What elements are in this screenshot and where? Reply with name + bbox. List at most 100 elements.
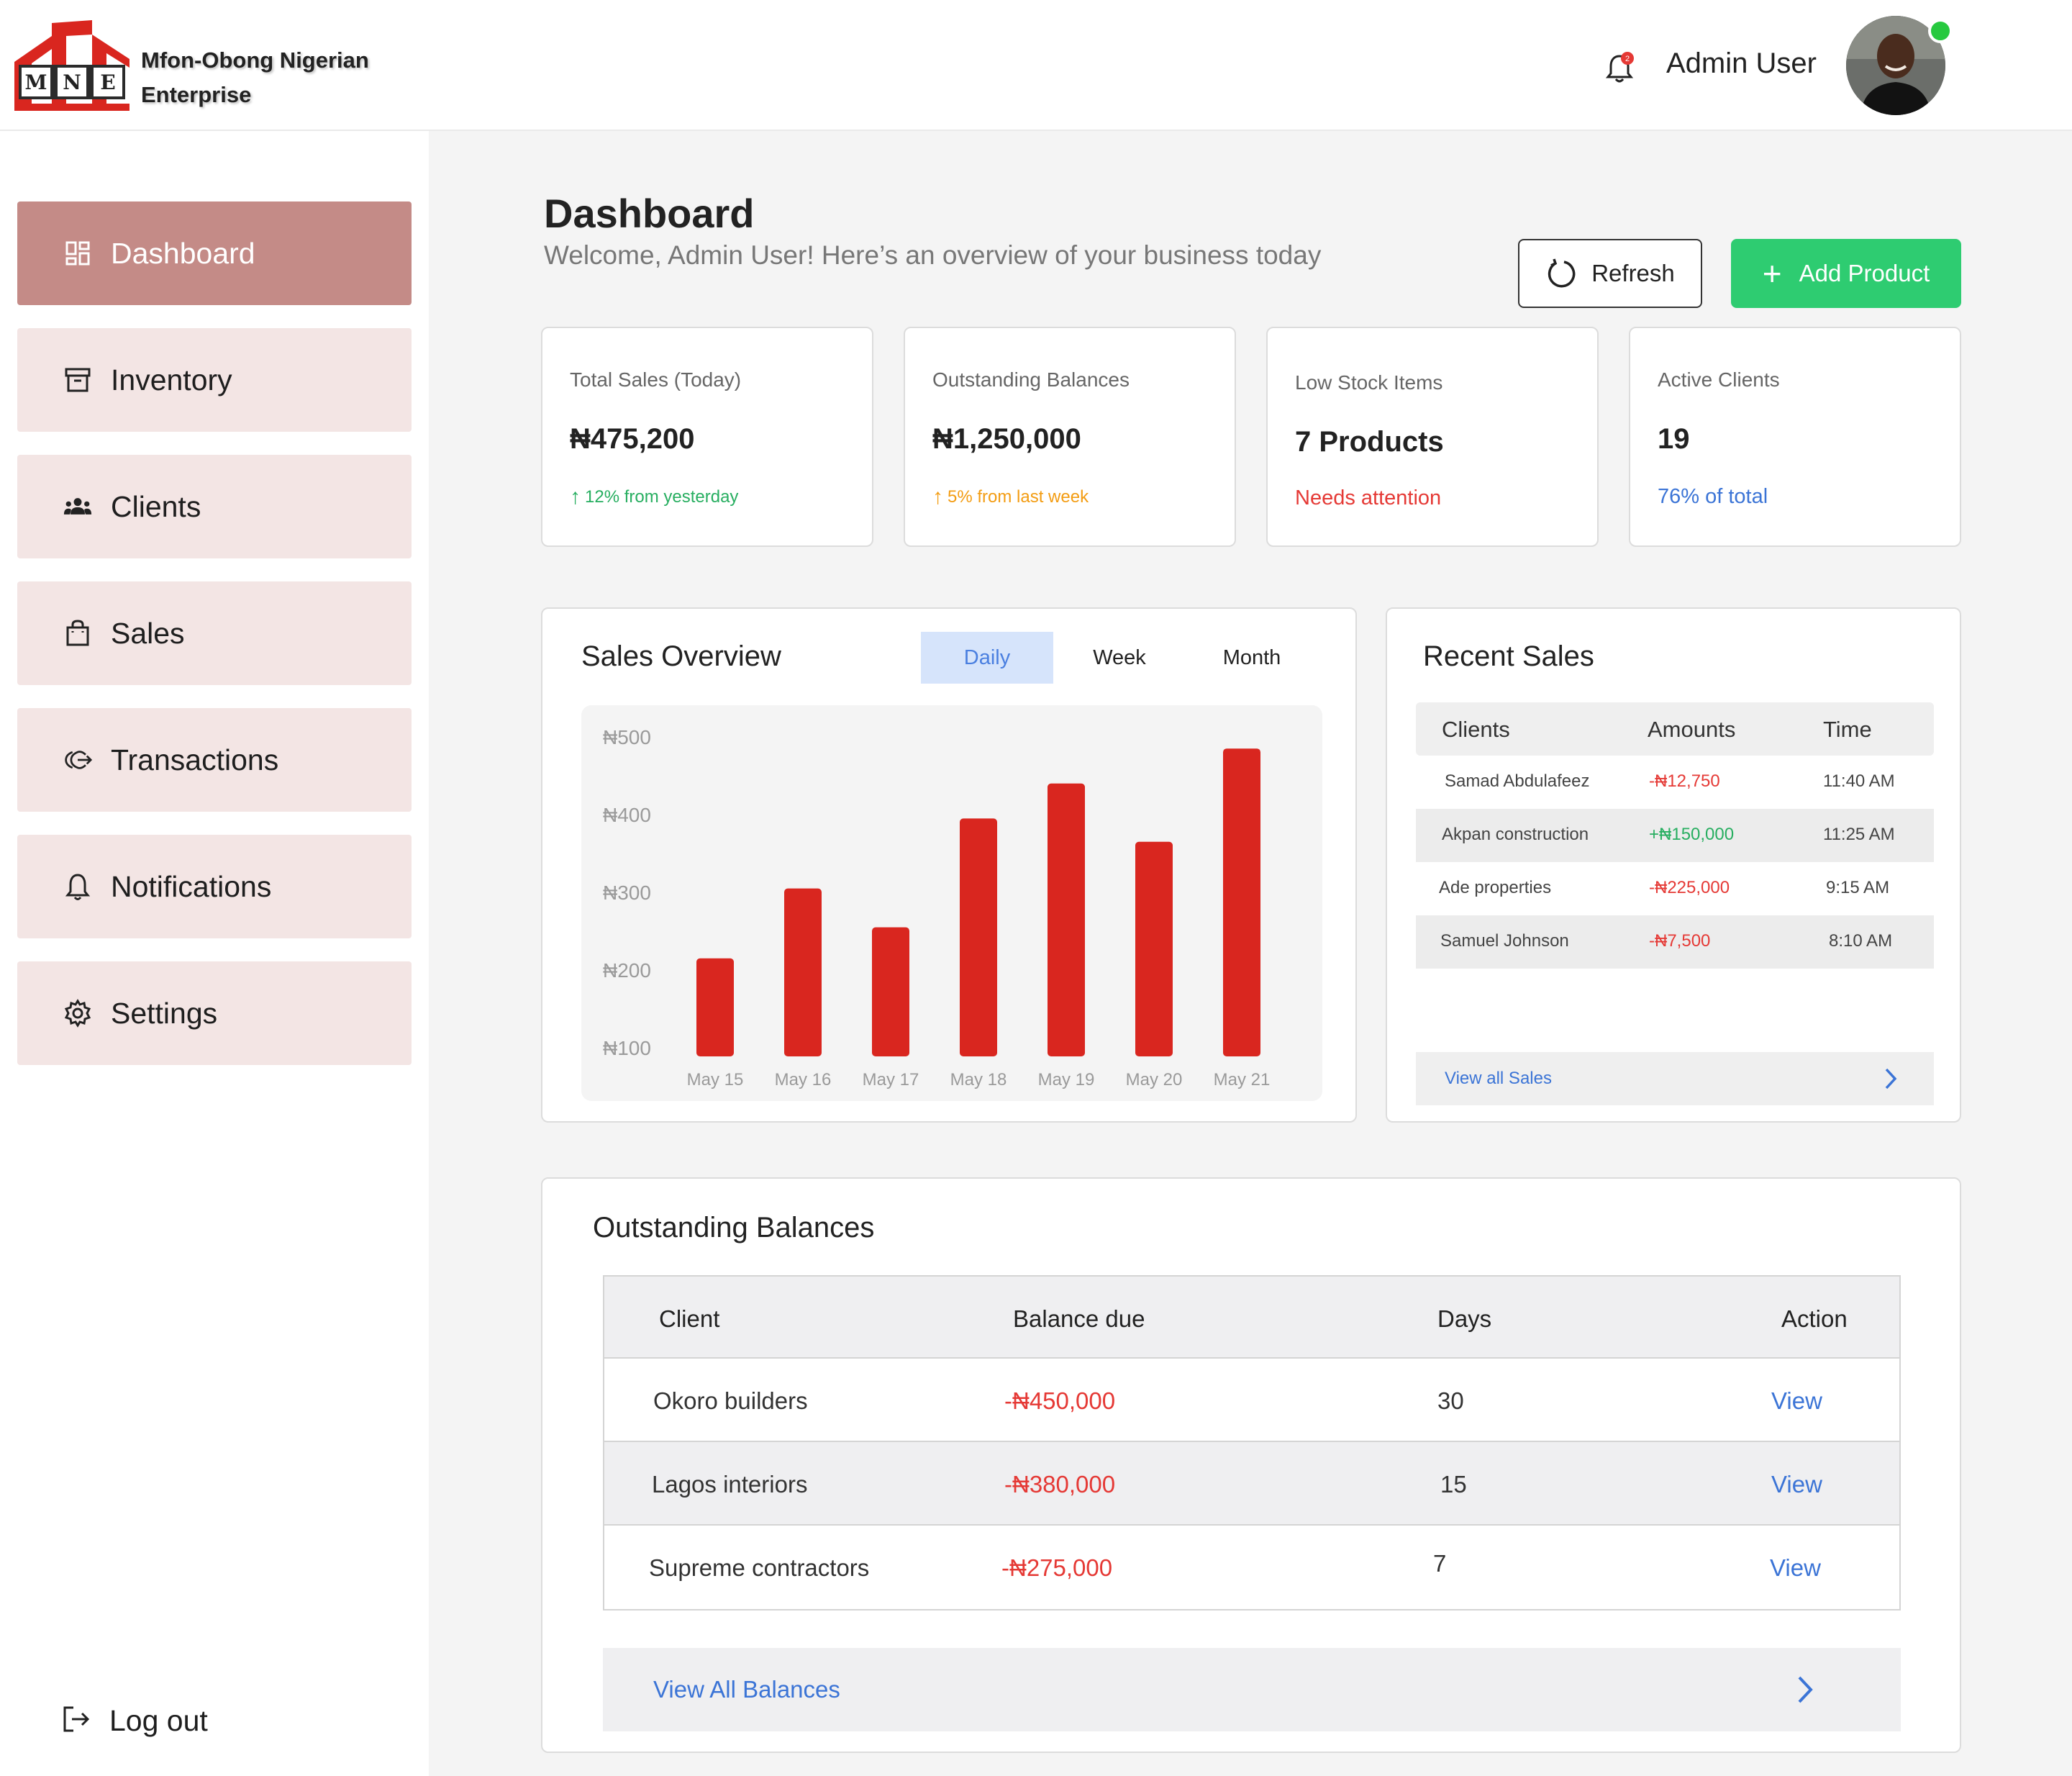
- view-all-balances-label: View All Balances: [653, 1676, 840, 1703]
- add-product-label: Add Product: [1799, 260, 1930, 286]
- stat-note: 76% of total: [1658, 485, 1768, 508]
- outstanding-balances-table: Client Balance due Days Action Okoro bui…: [603, 1275, 1901, 1610]
- sidebar-item-clients[interactable]: Clients: [17, 455, 412, 558]
- brand-name: Mfon-Obong Nigerian Enterprise: [141, 47, 369, 107]
- column-header: Balance due: [1013, 1305, 1145, 1332]
- stat-card-low-stock: Low Stock Items 7 Products Needs attenti…: [1266, 327, 1599, 547]
- stat-value: 7 Products: [1295, 426, 1444, 458]
- stat-label: Outstanding Balances: [932, 368, 1130, 391]
- stat-note: ↑ 5% from last week: [932, 485, 1089, 509]
- refresh-label: Refresh: [1591, 260, 1675, 286]
- table-row[interactable]: Akpan construction +₦150,000 11:25 AM: [1416, 809, 1934, 862]
- sidebar-item-label: Dashboard: [111, 236, 255, 270]
- chart-bar[interactable]: [784, 888, 822, 1056]
- outstanding-balances-title: Outstanding Balances: [593, 1212, 875, 1243]
- view-all-sales-label: View all Sales: [1445, 1069, 1552, 1088]
- stat-label: Total Sales (Today): [570, 368, 742, 391]
- view-all-balances-link[interactable]: View All Balances: [603, 1648, 1901, 1731]
- refresh-button[interactable]: Refresh: [1518, 239, 1702, 308]
- tab-week[interactable]: Week: [1093, 645, 1146, 669]
- sidebar-item-inventory[interactable]: Inventory: [17, 328, 412, 432]
- logout-label: Log out: [109, 1704, 208, 1737]
- view-button[interactable]: View: [1771, 1387, 1822, 1414]
- user-name[interactable]: Admin User: [1666, 47, 1817, 79]
- sale-amount: -₦12,750: [1649, 771, 1720, 791]
- bell-icon: [63, 872, 92, 901]
- arrow-up-icon: ↑: [570, 485, 581, 509]
- table-header: Client Balance due Days Action: [604, 1277, 1899, 1359]
- company-logo: M N E: [14, 20, 130, 111]
- y-tick-label: ₦400: [603, 804, 651, 826]
- refresh-icon: [1545, 258, 1577, 289]
- chart-bar[interactable]: [960, 818, 997, 1056]
- chart-bar[interactable]: [872, 927, 909, 1056]
- y-tick-label: ₦500: [603, 726, 651, 748]
- sidebar-item-label: Sales: [111, 616, 185, 650]
- notification-count-badge: 2: [1625, 55, 1630, 63]
- table-row[interactable]: Samad Abdulafeez -₦12,750 11:40 AM: [1416, 756, 1934, 809]
- x-tick-label: May 15: [687, 1070, 744, 1089]
- online-status-dot: [1928, 19, 1953, 43]
- transaction-icon: [63, 746, 92, 774]
- stat-value: 19: [1658, 423, 1690, 455]
- add-product-button[interactable]: + Add Product: [1731, 239, 1961, 308]
- recent-sales-title: Recent Sales: [1423, 640, 1594, 672]
- tab-month[interactable]: Month: [1222, 645, 1281, 669]
- view-button[interactable]: View: [1771, 1471, 1822, 1498]
- x-tick-label: May 20: [1126, 1070, 1183, 1089]
- stat-card-total-sales: Total Sales (Today) ₦475,200 ↑ 12% from …: [541, 327, 873, 547]
- balance-client: Lagos interiors: [652, 1471, 808, 1498]
- users-icon: [63, 492, 92, 521]
- sidebar-item-transactions[interactable]: Transactions: [17, 708, 412, 812]
- svg-text:M: M: [25, 71, 47, 94]
- sidebar-item-settings[interactable]: Settings: [17, 961, 412, 1065]
- column-header: Days: [1437, 1305, 1492, 1332]
- sales-chart: ₦500 ₦400 ₦300 ₦200 ₦100 May 15 May 16 May 17 Ma…: [581, 705, 1322, 1101]
- x-tick-label: May 16: [775, 1070, 832, 1089]
- stat-value: ₦475,200: [570, 423, 695, 455]
- table-row[interactable]: Samuel Johnson -₦7,500 8:10 AM: [1416, 915, 1934, 969]
- sale-time: 8:10 AM: [1829, 931, 1893, 951]
- chart-bar[interactable]: [1223, 748, 1260, 1056]
- stat-note: ↑ 12% from yesterday: [570, 485, 739, 509]
- balance-days: 15: [1440, 1471, 1467, 1498]
- sale-time: 11:40 AM: [1823, 771, 1895, 791]
- sale-client: Samuel Johnson: [1440, 931, 1569, 951]
- sidebar-item-dashboard[interactable]: Dashboard: [17, 201, 412, 305]
- balance-days: 7: [1433, 1550, 1447, 1577]
- column-header: Time: [1823, 717, 1872, 742]
- y-tick-label: ₦100: [603, 1037, 651, 1059]
- balance-days: 30: [1437, 1387, 1464, 1414]
- sidebar-item-label: Transactions: [111, 743, 279, 776]
- balance-amount: -₦275,000: [1001, 1554, 1113, 1581]
- sidebar-item-sales[interactable]: Sales: [17, 581, 412, 685]
- arrow-up-icon: ↑: [932, 485, 943, 509]
- view-all-sales-link[interactable]: View all Sales: [1416, 1052, 1934, 1105]
- period-tabs: Daily Week Month: [921, 632, 1318, 684]
- table-row[interactable]: Ade properties -₦225,000 9:15 AM: [1416, 862, 1934, 915]
- stat-value: ₦1,250,000: [932, 423, 1081, 455]
- sale-amount: +₦150,000: [1649, 825, 1735, 844]
- sidebar-item-label: Settings: [111, 996, 218, 1030]
- sidebar-item-notifications[interactable]: Notifications: [17, 835, 412, 938]
- sidebar-item-label: Clients: [111, 489, 201, 523]
- view-button[interactable]: View: [1770, 1554, 1821, 1581]
- chart-bar[interactable]: [696, 958, 734, 1056]
- balance-client: Supreme contractors: [649, 1554, 870, 1581]
- stat-note: Needs attention: [1295, 486, 1442, 509]
- chart-bar[interactable]: [1048, 783, 1085, 1056]
- stat-card-outstanding: Outstanding Balances ₦1,250,000 ↑ 5% fro…: [904, 327, 1236, 547]
- archive-icon: [63, 366, 92, 394]
- outstanding-balances-panel: Outstanding Balances Client Balance due …: [541, 1177, 1961, 1753]
- x-tick-label: May 17: [863, 1070, 919, 1089]
- balance-amount: -₦380,000: [1004, 1471, 1116, 1498]
- svg-text:N: N: [63, 71, 81, 94]
- tab-daily[interactable]: Daily: [921, 632, 1053, 684]
- notification-bell-icon[interactable]: 2: [1601, 50, 1637, 86]
- logout-icon: [62, 1705, 91, 1737]
- chart-bar[interactable]: [1135, 841, 1173, 1056]
- sales-overview-panel: Sales Overview Daily Week Month ₦500 ₦400…: [541, 607, 1357, 1123]
- logout-button[interactable]: Log out: [62, 1704, 208, 1738]
- x-tick-label: May 18: [950, 1070, 1007, 1089]
- table-row: Lagos interiors -₦380,000 15 View: [604, 1442, 1899, 1526]
